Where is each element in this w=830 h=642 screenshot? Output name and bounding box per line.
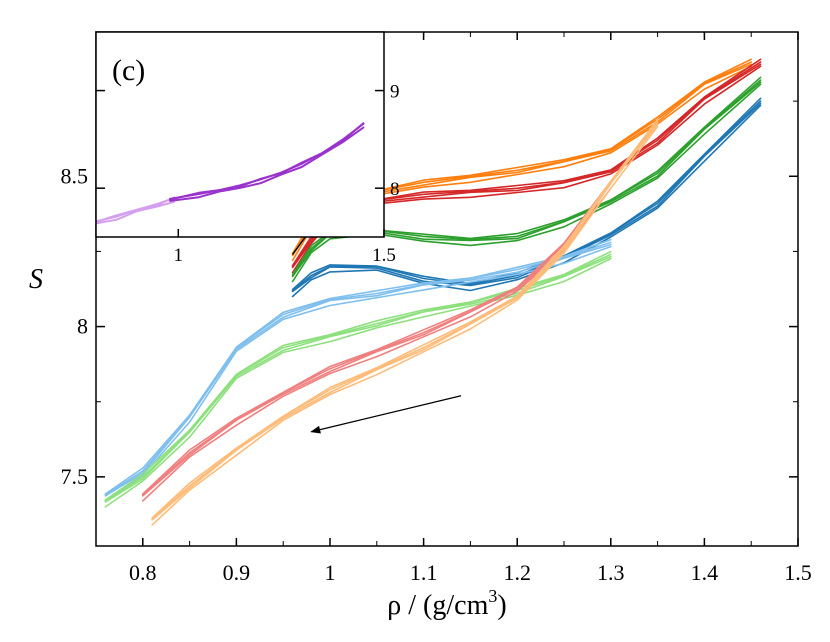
main-x-tick-label: 1: [325, 560, 336, 585]
inset-frame: [95, 31, 385, 238]
x-axis-title: ρ / (g/cm3): [387, 586, 506, 621]
x-axis-title-main: ρ / (g/cm: [387, 590, 488, 621]
main-y-tick-label: 8.5: [61, 163, 89, 188]
inset-series-inset-purple-replica-2: [169, 126, 365, 202]
main-y-tick-label: 7.5: [61, 464, 89, 489]
x-axis-title-superscript: 3: [488, 586, 497, 606]
inset-y-tick-label: 8: [390, 179, 400, 200]
inset-series-inset-purple-replica-1: [169, 122, 365, 201]
x-axis-title-close: ): [497, 590, 506, 621]
inset-series-inset-light-purple-replica-2: [95, 200, 176, 225]
main-x-tick-label: 1.2: [503, 560, 531, 585]
main-x-tick-label: 0.8: [129, 560, 157, 585]
main-series-decompression-light-orange-replica-1: [151, 118, 659, 519]
main-plot-frame: [95, 31, 799, 547]
inset-x-tick-label: 1: [174, 245, 184, 266]
main-series-decompression-light-red-replica-2: [142, 182, 612, 497]
main-x-tick-label: 0.9: [223, 560, 251, 585]
main-series-decompression-light-orange-replica-2: [151, 123, 659, 521]
main-series-decompression-light-blue-replica-2: [104, 243, 612, 497]
inset-series-inset-light-purple-replica-1: [95, 196, 176, 223]
main-series-compression-green-replica-3: [291, 83, 762, 283]
main-x-tick-label: 1.1: [410, 560, 438, 585]
main-x-tick-label: 1.5: [784, 560, 812, 585]
inset-x-tick-label: 1.5: [372, 245, 396, 266]
main-series-decompression-light-blue-replica-1: [104, 238, 612, 495]
inset-chart: 1 1.5 8 9 (c): [95, 31, 400, 266]
main-series-decompression-light-green-replica-1: [104, 250, 612, 501]
inset-panel-label: (c): [112, 54, 145, 87]
main-series-decompression-light-blue-replica-3: [104, 245, 612, 502]
main-x-tick-label: 1.4: [691, 560, 719, 585]
main-series-decompression-light-orange-replica-3: [151, 125, 659, 526]
main-y-tick-label: 8: [77, 314, 88, 339]
inset-y-tick-label: 9: [390, 82, 400, 103]
main-series-compression-blue-replica-3: [291, 104, 762, 298]
main-series-decompression-light-red-replica-1: [142, 180, 612, 495]
inset-background: [96, 32, 384, 237]
main-series-decompression-light-red-replica-3: [142, 187, 612, 502]
y-axis-title: S: [29, 264, 43, 295]
main-series-compression-blue-replica-2: [291, 102, 762, 293]
main-x-tick-label: 1.3: [597, 560, 625, 585]
decompression-arrow: [310, 395, 462, 434]
